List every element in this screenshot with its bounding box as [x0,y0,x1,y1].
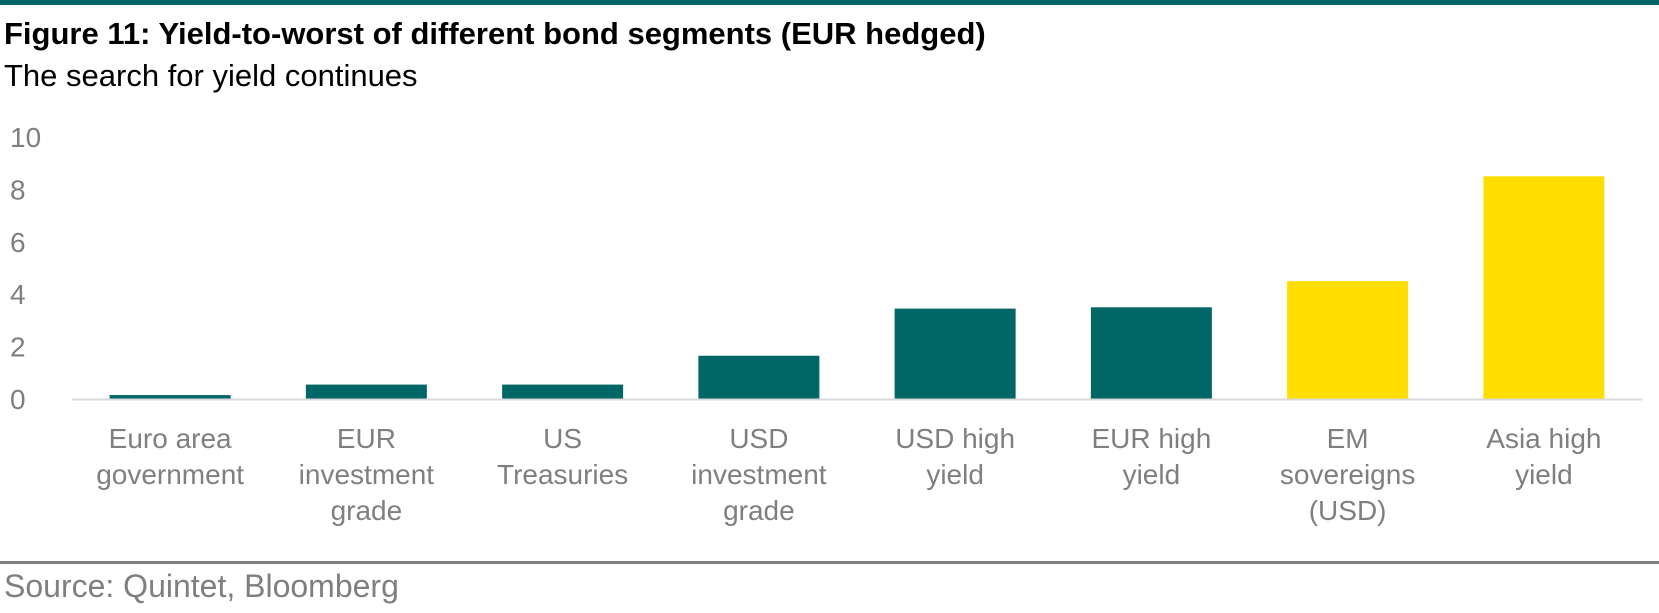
x-category-label: EM sovereigns (USD) [1280,423,1415,526]
x-category-label: Asia high yield [1486,423,1601,490]
y-tick-label: 0 [10,384,26,415]
chart-subtitle: The search for yield continues [4,58,418,93]
bar-chart: 0 2 4 6 8 10 Euro area government EUR investment g… [10,122,1642,526]
x-category-label: USD high yield [895,423,1015,490]
y-tick-label: 2 [10,332,26,363]
bar [1090,307,1212,399]
bar [1483,176,1605,399]
x-category-label: EUR investment grade [299,423,435,526]
y-tick-label: 10 [10,122,41,153]
bottom-rule [0,561,1659,564]
y-tick-label: 4 [10,279,26,310]
chart-title: Figure 11: Yield-to-worst of different b… [4,16,986,51]
y-tick-label: 8 [10,174,26,205]
x-category-label: EUR high yield [1091,423,1211,490]
bar [698,355,820,399]
bar [1287,281,1409,399]
bar [502,384,624,399]
bar [894,308,1016,399]
bar [305,384,427,399]
bar [109,395,231,399]
source-note: Source: Quintet, Bloomberg [4,568,399,604]
top-rule [0,0,1659,5]
y-tick-label: 6 [10,227,26,258]
x-category-label: USD investment grade [691,423,827,526]
x-category-label: Euro area government [96,423,244,490]
x-category-label: US Treasuries [497,423,628,490]
